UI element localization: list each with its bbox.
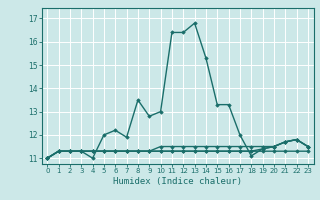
X-axis label: Humidex (Indice chaleur): Humidex (Indice chaleur): [113, 177, 242, 186]
